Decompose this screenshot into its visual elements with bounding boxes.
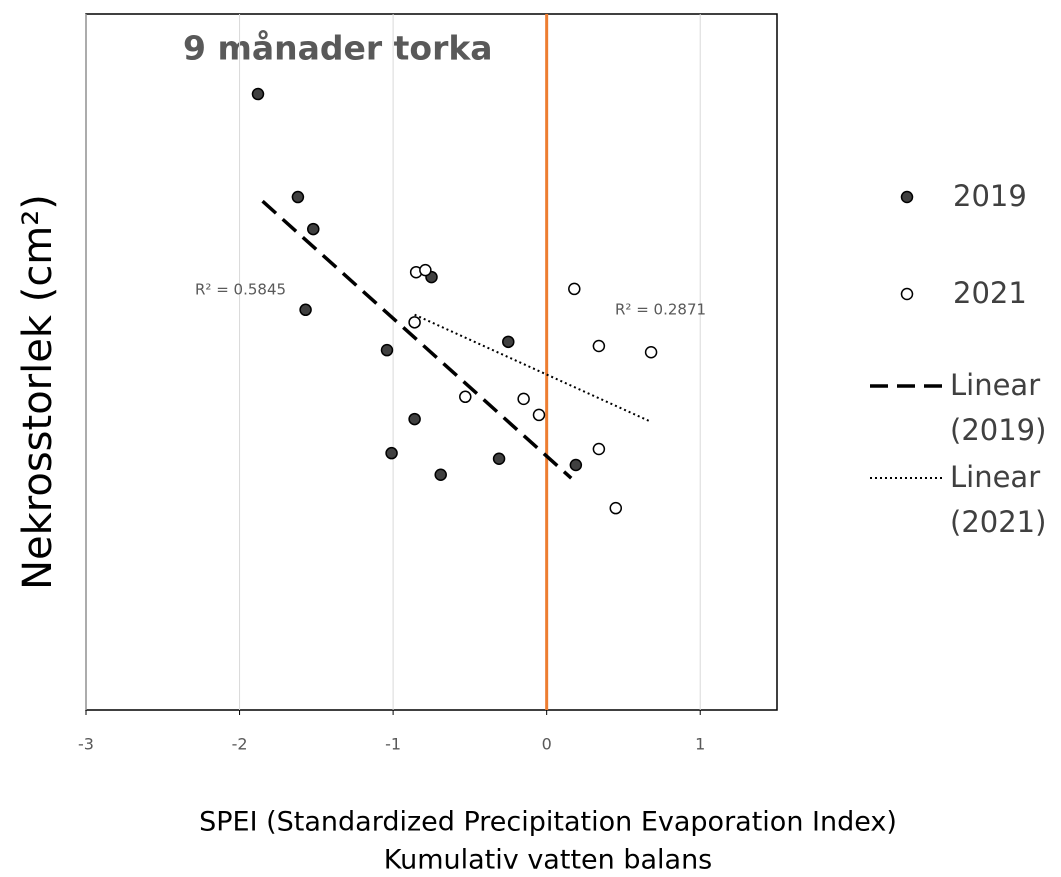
scatter-point (569, 458, 583, 472)
scatter-point (568, 282, 581, 296)
x-tick-label: -3 (78, 735, 94, 754)
legend-label: 2021 (953, 276, 1027, 310)
scatter-point (502, 335, 515, 349)
scatter-point (609, 501, 623, 515)
scatter-point (385, 446, 398, 460)
scatter-point (307, 222, 320, 236)
chart-title: 9 månader torka (183, 29, 493, 68)
scatter-point (419, 263, 432, 277)
scatter-point (517, 392, 530, 406)
scatter-point (408, 316, 421, 329)
scatter-point (251, 87, 265, 101)
scatter-point (644, 346, 658, 359)
legend-marker (900, 287, 914, 301)
scatter-point (299, 303, 312, 317)
scatter-point (592, 442, 606, 456)
r2-annotation: R² = 0.2871 (615, 301, 706, 319)
trendline (414, 313, 652, 423)
scatter-point (434, 468, 447, 482)
x-axis-title: SPEI (Standardized Precipitation Evapora… (199, 807, 897, 838)
scatter-point (291, 190, 305, 204)
legend-label: Linear (2019) (950, 368, 1047, 447)
scatter-point (380, 343, 394, 357)
x-tick-label: -1 (385, 735, 401, 754)
scatter-point (459, 390, 472, 404)
x-tick-label: -2 (232, 735, 248, 754)
legend-label: 2019 (953, 179, 1027, 213)
legend-label: Linear (2021) (950, 460, 1047, 539)
x-tick-label: 1 (695, 735, 705, 754)
scatter-point (592, 339, 606, 353)
r2-annotation: R² = 0.5845 (195, 281, 286, 299)
x-tick-label: 0 (542, 735, 552, 754)
plot-frame (85, 13, 778, 711)
scatter-point (408, 412, 421, 426)
x-axis-title: Kumulativ vatten balans (384, 845, 713, 876)
scatter-point (492, 452, 506, 465)
scatter-point (532, 408, 546, 422)
y-axis-title: Nekrosstorlek (cm²) (15, 194, 61, 590)
legend-marker (900, 190, 914, 204)
trendline (261, 199, 573, 480)
